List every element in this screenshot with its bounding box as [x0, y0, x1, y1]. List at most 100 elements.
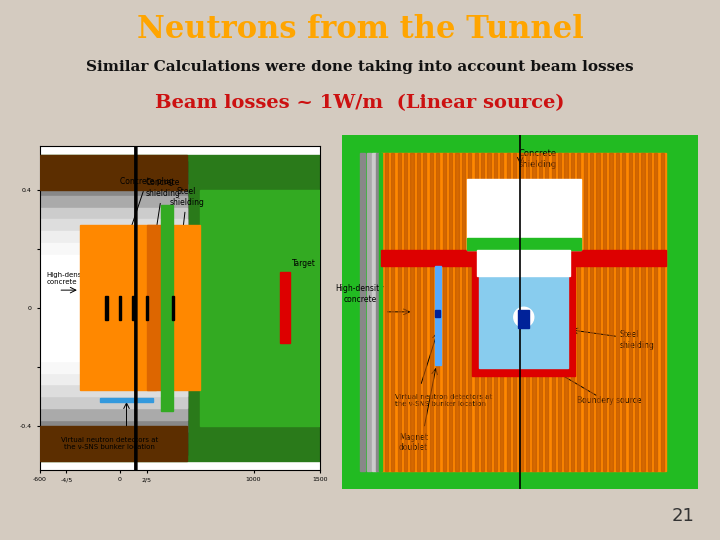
Bar — [590, 153, 593, 471]
Bar — [477, 250, 570, 276]
Bar — [443, 153, 446, 471]
Bar — [480, 268, 568, 368]
Bar — [571, 153, 574, 471]
Text: Concrete plug: Concrete plug — [120, 177, 174, 233]
Circle shape — [135, 0, 137, 540]
Bar — [381, 250, 666, 266]
Text: ✔: ✔ — [520, 312, 528, 322]
Bar — [513, 153, 516, 471]
Bar — [436, 310, 441, 317]
Bar — [507, 153, 510, 471]
Bar — [372, 153, 376, 471]
Text: 21: 21 — [672, 507, 695, 525]
Bar — [397, 153, 401, 471]
Bar — [360, 153, 365, 471]
Bar — [391, 153, 395, 471]
Text: Steel
shielding: Steel shielding — [620, 330, 655, 350]
Text: High-density
concrete: High-density concrete — [46, 272, 91, 285]
Bar — [472, 262, 575, 375]
Bar — [661, 153, 664, 471]
Bar — [558, 153, 561, 471]
Bar — [132, 296, 134, 320]
Bar — [105, 296, 107, 320]
Bar — [481, 153, 485, 471]
Bar — [436, 153, 439, 471]
Bar — [596, 153, 600, 471]
Text: Virtual neutron detectors at
the ν-SNS bunker location: Virtual neutron detectors at the ν-SNS b… — [60, 437, 158, 450]
Bar — [161, 205, 174, 411]
Bar — [552, 153, 555, 471]
Bar — [487, 153, 490, 471]
Bar — [520, 153, 523, 471]
Bar — [545, 153, 549, 471]
Bar — [174, 225, 200, 390]
Bar — [40, 426, 186, 461]
Bar — [80, 225, 156, 390]
Bar — [40, 255, 186, 361]
Bar — [494, 153, 497, 471]
Bar — [417, 153, 420, 471]
Text: Concrete
shielding: Concrete shielding — [145, 179, 180, 245]
Bar — [467, 238, 581, 250]
Bar — [468, 153, 472, 471]
Bar — [119, 296, 121, 320]
Bar — [635, 153, 638, 471]
Text: High-density
concrete: High-density concrete — [336, 285, 384, 304]
Bar — [584, 153, 587, 471]
Circle shape — [514, 307, 534, 327]
Bar — [40, 208, 186, 408]
Bar — [455, 153, 459, 471]
Bar — [40, 154, 186, 190]
Bar — [435, 266, 441, 365]
Bar — [449, 153, 452, 471]
Bar — [280, 273, 289, 343]
Bar — [603, 153, 606, 471]
Bar — [379, 153, 382, 471]
Bar — [577, 153, 580, 471]
Bar — [500, 153, 503, 471]
Bar — [423, 153, 426, 471]
Bar — [539, 153, 542, 471]
Bar — [40, 231, 186, 384]
Text: Target: Target — [292, 259, 316, 268]
Bar — [648, 153, 651, 471]
Bar — [40, 219, 186, 396]
Bar — [172, 296, 174, 320]
Bar — [532, 153, 536, 471]
Bar — [474, 153, 478, 471]
Bar — [526, 153, 529, 471]
Bar — [564, 153, 567, 471]
Text: Magnet
couplets: Magnet couplets — [93, 226, 125, 292]
Bar — [40, 243, 186, 373]
Bar — [622, 153, 626, 471]
Bar — [616, 153, 619, 471]
Text: Boundery source: Boundery source — [577, 396, 642, 405]
Bar — [410, 153, 413, 471]
Bar — [629, 153, 631, 471]
Text: Magnet
doublet: Magnet doublet — [399, 433, 428, 453]
Bar — [381, 153, 666, 471]
Bar — [40, 172, 186, 443]
Bar — [384, 153, 388, 471]
Bar — [609, 153, 613, 471]
Bar — [467, 179, 581, 250]
Bar — [147, 225, 161, 390]
Bar — [642, 153, 644, 471]
Bar — [145, 296, 148, 320]
Bar — [40, 196, 186, 420]
Bar — [654, 153, 657, 471]
Text: Steel
shielding: Steel shielding — [169, 187, 204, 251]
Text: Neutrons from the Tunnel: Neutrons from the Tunnel — [137, 14, 583, 45]
Text: Concrete
shielding: Concrete shielding — [519, 149, 557, 168]
Bar — [40, 160, 186, 455]
Text: Virtual neutron detectors at
the ν-SNS bunker location: Virtual neutron detectors at the ν-SNS b… — [395, 394, 492, 407]
Bar — [404, 153, 408, 471]
Bar — [100, 397, 153, 402]
Bar — [376, 153, 379, 471]
Bar — [462, 153, 465, 471]
Text: Beam losses ~ 1W/m  (Linear source): Beam losses ~ 1W/m (Linear source) — [156, 93, 564, 112]
Bar — [40, 184, 186, 431]
Bar — [367, 153, 371, 471]
Text: Similar Calculations were done taking into account beam losses: Similar Calculations were done taking in… — [86, 60, 634, 75]
Bar — [430, 153, 433, 471]
